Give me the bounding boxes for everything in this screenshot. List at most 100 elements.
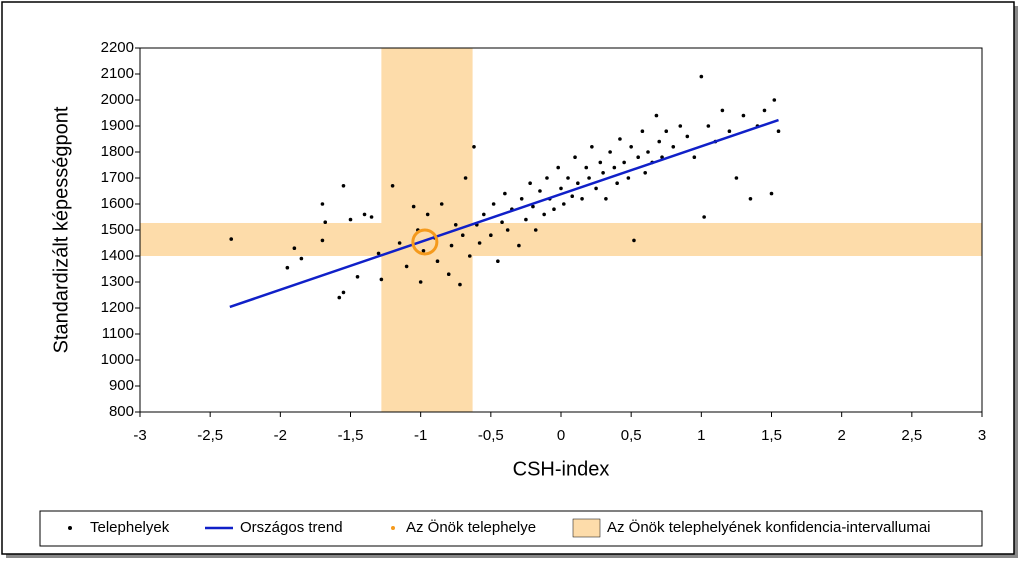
data-point (348, 217, 353, 222)
data-point (503, 191, 507, 196)
data-point (643, 171, 647, 175)
data-point (496, 259, 500, 264)
data-point (570, 194, 575, 198)
data-point (489, 233, 493, 237)
data-point (657, 139, 662, 144)
data-point (604, 197, 608, 201)
y-tick-label: 1900 (101, 117, 134, 134)
data-point (618, 137, 622, 141)
data-point (458, 282, 462, 287)
x-tick-label: 1 (697, 427, 705, 444)
own-site (411, 228, 439, 256)
data-point (702, 215, 706, 219)
data-point (741, 113, 746, 118)
y-tick-label: 1800 (101, 143, 134, 160)
data-point (505, 228, 510, 232)
data-point (320, 238, 325, 243)
data-point (727, 129, 732, 133)
data-point (615, 181, 619, 185)
data-point (390, 184, 395, 188)
data-point (545, 176, 549, 180)
y-tick-label: 1400 (101, 247, 134, 264)
data-point (734, 176, 739, 180)
y-axis-label: Standardizált képességpont (50, 106, 72, 353)
data-point (500, 220, 504, 224)
data-point (460, 233, 465, 237)
x-tick-label: -2,5 (197, 427, 223, 444)
y-tick-label: 800 (109, 403, 134, 420)
data-point (341, 184, 346, 188)
data-point (594, 186, 598, 191)
data-point (435, 259, 440, 264)
x-axis-label: CSH-index (513, 458, 610, 480)
data-point (598, 160, 603, 165)
data-point (376, 251, 381, 256)
x-tick-label: -1,5 (338, 427, 364, 444)
data-point (559, 186, 563, 191)
data-point (640, 129, 645, 133)
data-point (463, 176, 468, 180)
data-point (720, 108, 725, 113)
data-point (590, 145, 594, 149)
data-point (531, 204, 535, 209)
data-point (685, 134, 690, 139)
data-point (664, 129, 669, 133)
y-tick-label: 2000 (101, 91, 134, 108)
data-point (528, 181, 532, 185)
data-point (776, 129, 781, 133)
legend-label: Az Önök telephelye (406, 518, 536, 536)
data-point (636, 155, 640, 159)
data-point (362, 212, 367, 217)
legend-label: Országos trend (240, 519, 343, 536)
data-point (654, 113, 659, 118)
frame (1, 1, 1015, 555)
data-point (299, 256, 304, 261)
x-tick-label: 2 (837, 427, 845, 444)
data-point (580, 197, 584, 201)
y-tick-label: 1300 (101, 273, 134, 290)
data-point (519, 197, 524, 201)
x-tick-label: -1 (414, 427, 427, 444)
data-point (421, 249, 426, 253)
x-tick-label: -0,5 (478, 427, 504, 444)
trend-line (229, 118, 779, 309)
y-tick-label: 1500 (101, 221, 134, 238)
y-tick-label: 1600 (101, 195, 134, 212)
data-point (562, 202, 566, 206)
legend-label: Az Önök telephelyének konfidencia-interv… (607, 518, 931, 536)
legend (39, 510, 983, 547)
data-point (533, 228, 538, 232)
data-point (320, 202, 325, 206)
data-point (748, 197, 753, 201)
data-point (671, 145, 676, 149)
data-point (323, 220, 328, 224)
data-point (692, 155, 697, 159)
data-point (772, 98, 777, 102)
data-point (491, 202, 496, 206)
data-point (678, 124, 683, 128)
data-point (524, 217, 528, 222)
x-tick-label: 0 (557, 427, 565, 444)
y-tick-label: 1700 (101, 169, 134, 186)
data-point (355, 275, 360, 279)
y-tick-label: 900 (109, 377, 134, 394)
x-tick-label: 1,5 (761, 427, 782, 444)
data-point (629, 145, 633, 149)
x-tick-label: 3 (978, 427, 986, 444)
x-tick-label: -3 (133, 427, 146, 444)
data-point (626, 176, 631, 180)
data-point (467, 254, 472, 258)
y-tick-label: 1100 (102, 325, 134, 342)
data-point (542, 212, 546, 217)
data-point (229, 237, 234, 241)
legend-marker (391, 526, 395, 530)
data-point (369, 215, 374, 219)
data-point (632, 238, 636, 243)
legend-marker (68, 526, 72, 530)
data-point (397, 241, 402, 245)
data-point (573, 155, 577, 159)
data-point (477, 241, 482, 245)
data-point (646, 150, 650, 154)
legend-label: Telephelyek (90, 519, 170, 536)
data-point (411, 204, 416, 209)
